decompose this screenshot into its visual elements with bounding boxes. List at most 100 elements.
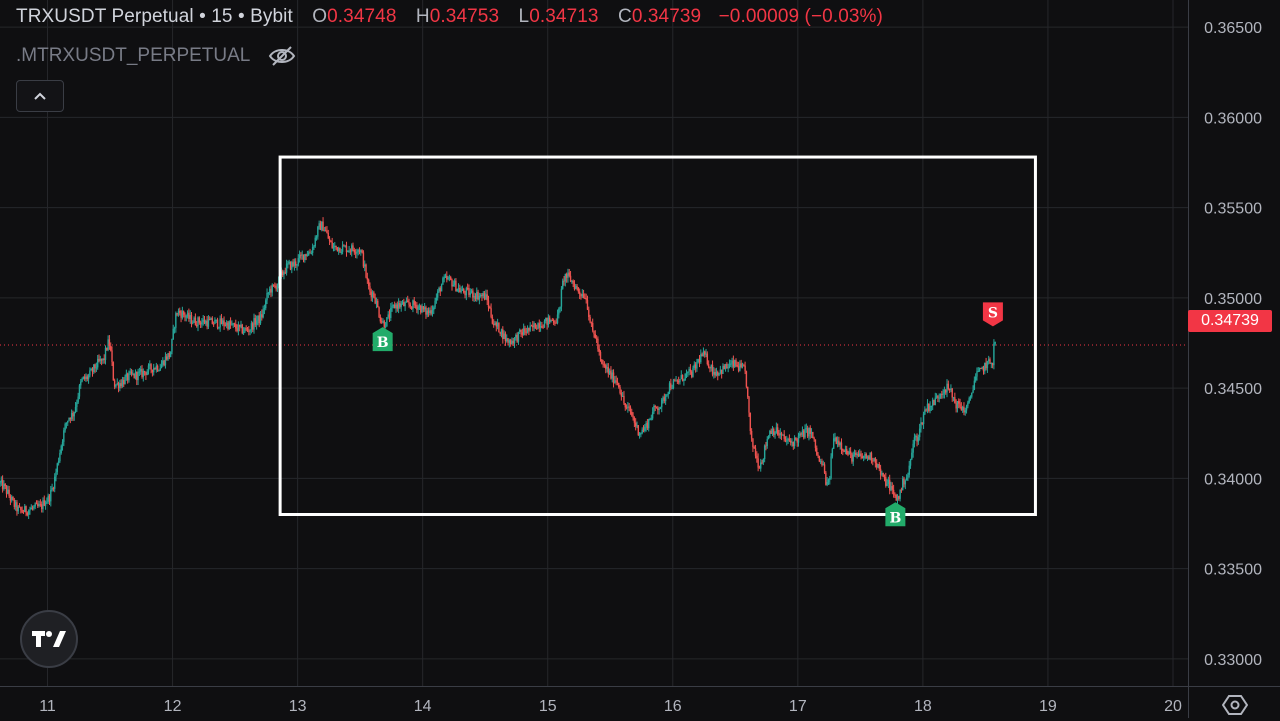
settings-icon[interactable]	[1221, 694, 1249, 716]
candle-body	[145, 372, 147, 375]
candle-body	[896, 496, 899, 501]
candle-body	[627, 406, 629, 408]
marker-shape	[885, 502, 906, 527]
candle-body	[810, 432, 813, 434]
candle-body	[655, 406, 658, 408]
candle-body	[120, 383, 122, 387]
collapse-legend-button[interactable]	[16, 80, 64, 112]
candle-body	[220, 318, 223, 324]
candle-body	[529, 325, 531, 331]
candle-body	[989, 359, 991, 364]
candle-body	[176, 313, 178, 315]
candle-body	[866, 456, 869, 459]
candle-body	[365, 264, 367, 278]
candle-body	[638, 433, 641, 436]
candle-body	[581, 294, 583, 297]
candle-body	[771, 428, 774, 434]
x-axis-tick-label: 17	[789, 698, 807, 715]
tradingview-logo-icon[interactable]	[20, 610, 78, 668]
candle-body	[900, 489, 903, 491]
candle-body	[237, 324, 240, 331]
candle-body	[69, 417, 72, 420]
candle-body	[301, 254, 303, 256]
candle-body	[455, 280, 457, 292]
candle-body	[954, 397, 956, 403]
candle-body	[636, 425, 638, 427]
candle-body	[21, 509, 23, 512]
candle-body	[225, 322, 228, 326]
candle-body	[414, 304, 417, 306]
candle-body	[657, 407, 659, 411]
candle-body	[29, 509, 31, 511]
candle-body	[584, 298, 586, 300]
candle-body	[572, 280, 574, 284]
candle-body	[167, 353, 169, 360]
candle-body	[85, 376, 87, 380]
candle-body	[188, 312, 190, 319]
candle-body	[327, 232, 329, 239]
candle-body	[947, 383, 950, 389]
symbol-name[interactable]: TRXUSDT Perpetual	[16, 6, 194, 27]
candle-body	[393, 304, 396, 309]
candle-body	[608, 370, 611, 374]
candle-body	[447, 278, 449, 280]
candle-body	[677, 381, 680, 383]
candle-body	[172, 328, 174, 340]
candle-body	[317, 226, 319, 237]
candle-body	[241, 324, 243, 334]
candle-body	[102, 358, 104, 361]
candle-body	[654, 405, 656, 407]
candle-body	[761, 462, 763, 464]
candle-body	[321, 221, 323, 230]
candle-body	[674, 380, 676, 382]
candle-body	[498, 322, 500, 333]
candle-body	[489, 307, 491, 309]
candle-body	[649, 419, 651, 421]
candle-body	[644, 426, 646, 431]
candle-body	[390, 307, 392, 319]
candle-body	[203, 319, 206, 324]
candle-body	[840, 442, 843, 449]
candle-body	[408, 301, 410, 305]
candle-body	[542, 327, 544, 329]
candle-body	[704, 351, 706, 355]
candle-body	[258, 315, 260, 324]
candle-body	[502, 329, 504, 340]
indicator-name[interactable]: .MTRXUSDT_PERPETUAL	[16, 45, 251, 66]
interval[interactable]: 15	[211, 6, 233, 27]
eye-slash-icon[interactable]	[268, 44, 296, 68]
candle-body	[706, 353, 709, 365]
candle-body	[81, 378, 83, 382]
candle-body	[137, 371, 139, 381]
candle-body	[535, 328, 538, 330]
candle-body	[38, 504, 40, 507]
candle-body	[804, 428, 806, 438]
candle-body	[35, 503, 38, 505]
candle-body	[805, 428, 808, 430]
candle-body	[680, 375, 682, 380]
candle-body	[308, 252, 310, 256]
candle-body	[899, 489, 901, 499]
candle-body	[272, 284, 275, 286]
candle-body	[412, 300, 414, 309]
candle-body	[229, 321, 232, 325]
candle-body	[723, 365, 725, 370]
candle-body	[207, 319, 210, 327]
marker-shape	[982, 302, 1003, 327]
candle-body	[205, 320, 207, 324]
candle-body	[70, 413, 73, 420]
candle-body	[571, 280, 573, 282]
candle-body	[956, 401, 959, 409]
candle-body	[745, 371, 748, 387]
candle-body	[562, 280, 564, 289]
candle-body	[990, 362, 993, 364]
candle-body	[108, 339, 111, 346]
marker-label: B	[377, 335, 389, 351]
candle-body	[758, 467, 761, 469]
candle-body	[347, 250, 349, 253]
candle-body	[747, 386, 749, 397]
candle-body	[413, 300, 415, 305]
candle-body	[726, 364, 728, 368]
open-label: O	[312, 6, 328, 27]
